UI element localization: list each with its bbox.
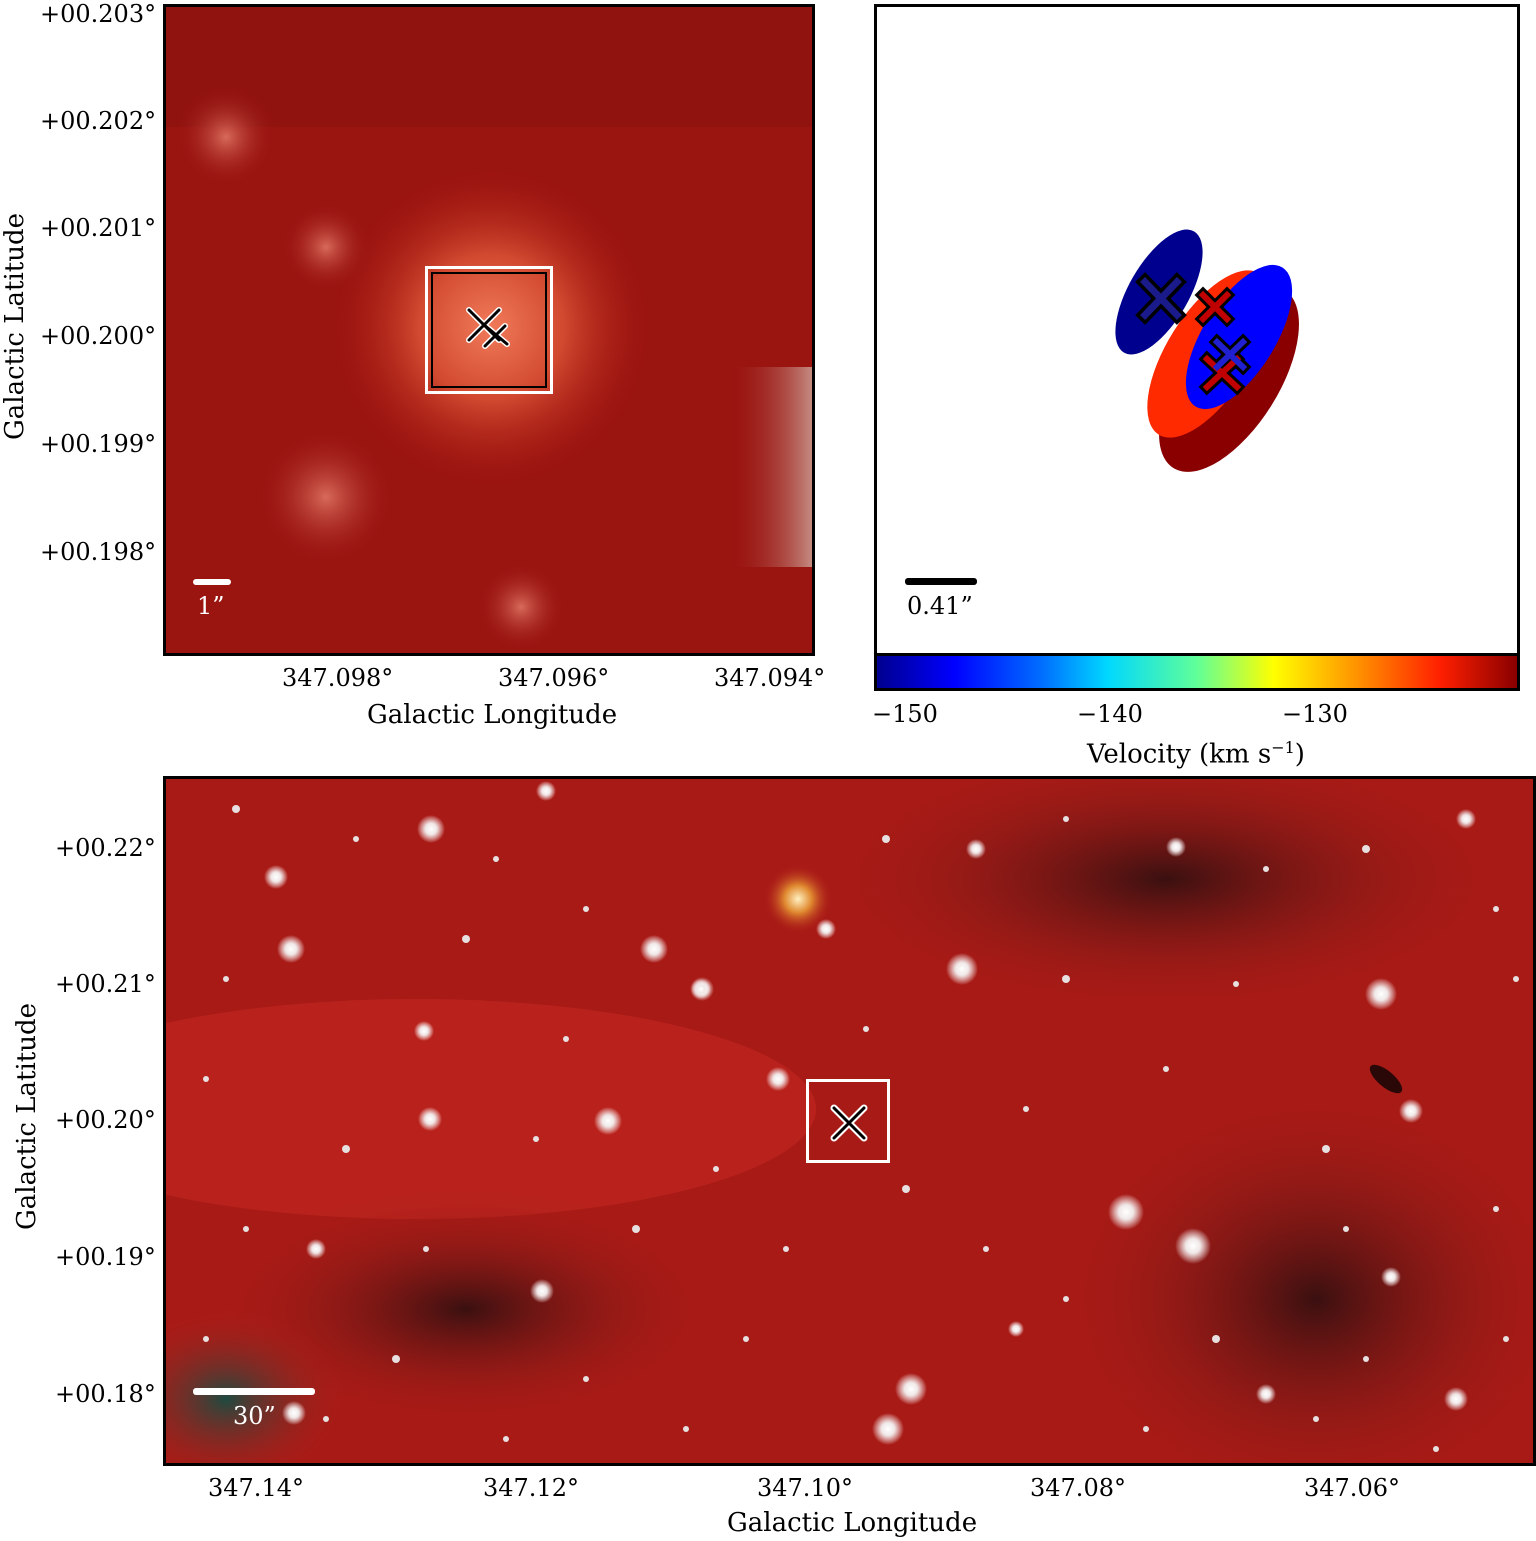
y-tick-label: +00.19° xyxy=(55,1243,156,1271)
y-axis-label: Galactic Latitude xyxy=(0,213,30,440)
y-tick-label: +00.20° xyxy=(55,1106,156,1134)
x-tick-label: 347.096° xyxy=(498,664,610,692)
colorbar-tick-label: −130 xyxy=(1282,700,1348,728)
region-box xyxy=(806,1079,890,1163)
colorbar-label: Velocity (km s−1) xyxy=(1087,738,1305,770)
source-marker xyxy=(830,1104,868,1142)
x-tick-label: 347.06° xyxy=(1304,1474,1400,1502)
wide-field-image xyxy=(166,779,1533,1463)
x-tick-label: 347.08° xyxy=(1030,1474,1126,1502)
scale-bar xyxy=(905,578,977,585)
velocity-plot-frame xyxy=(874,4,1520,656)
zoom-image xyxy=(166,7,812,653)
x-tick-label: 347.098° xyxy=(282,664,394,692)
wide-field-frame xyxy=(163,776,1536,1466)
scale-bar-label: 1” xyxy=(197,592,225,620)
scale-bar-label: 0.41” xyxy=(907,592,973,620)
colorbar-tick-label: −140 xyxy=(1077,700,1143,728)
y-tick-label: +00.18° xyxy=(55,1380,156,1408)
colorbar xyxy=(874,653,1520,691)
maser-spot-markers xyxy=(466,307,510,349)
x-axis-label: Galactic Longitude xyxy=(367,700,618,730)
y-tick-label: +00.202° xyxy=(40,107,157,135)
x-axis-label: Galactic Longitude xyxy=(727,1508,978,1538)
zoom-image-frame xyxy=(163,4,815,656)
scale-bar xyxy=(193,1388,315,1395)
x-tick-label: 347.10° xyxy=(757,1474,853,1502)
y-axis-label: Galactic Latitude xyxy=(12,1003,42,1230)
colorbar-tick-label: −150 xyxy=(872,700,938,728)
y-tick-label: +00.198° xyxy=(40,538,157,566)
scale-bar xyxy=(193,579,231,585)
y-tick-label: +00.201° xyxy=(40,214,157,242)
velocity-ellipses xyxy=(1115,229,1299,472)
region-box xyxy=(425,266,553,394)
y-tick-label: +00.21° xyxy=(55,970,156,998)
x-tick-label: 347.094° xyxy=(714,664,826,692)
x-tick-label: 347.14° xyxy=(208,1474,304,1502)
y-tick-label: +00.200° xyxy=(40,322,157,350)
scale-bar-label: 30” xyxy=(233,1402,276,1430)
x-tick-label: 347.12° xyxy=(483,1474,579,1502)
y-tick-label: +00.199° xyxy=(40,430,157,458)
y-tick-label: +00.22° xyxy=(55,834,156,862)
y-tick-label: +00.203° xyxy=(40,0,157,28)
